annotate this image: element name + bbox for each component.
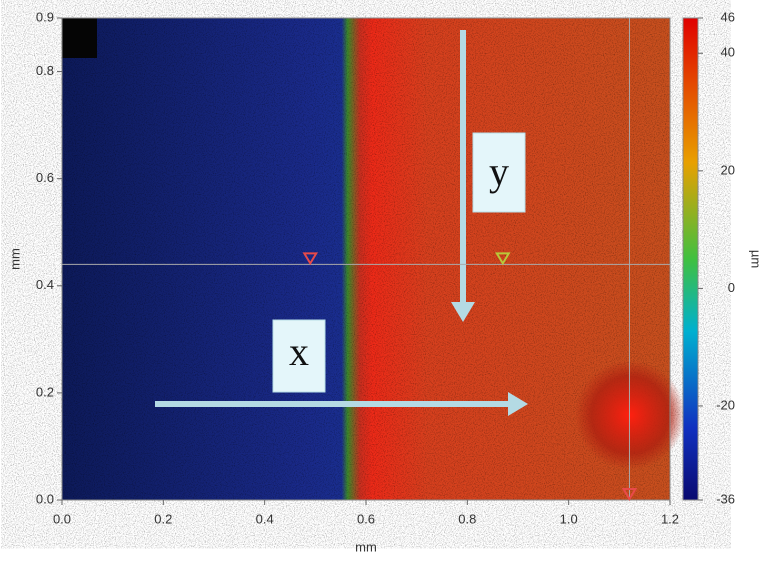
- x-tick-label: 0.8: [458, 511, 476, 526]
- x-tick-label: 1.0: [560, 511, 578, 526]
- colorbar-label: µm: [749, 250, 763, 268]
- x-tick-label: 1.2: [661, 511, 679, 526]
- y-tick-label: 0.4: [36, 277, 54, 292]
- y-tick-label: 0.0: [36, 491, 54, 506]
- x-axis-label: mm: [355, 539, 377, 554]
- colorbar-tick-label: 46: [721, 9, 735, 24]
- colorbar-tick-label: 20: [721, 162, 735, 177]
- chart: mm mm µm x y 0.0 0.2 0.4 0.6 0.8 1.0 1.2 0.0 0.2…: [0, 0, 763, 558]
- colorbar-tick-label: -36: [716, 491, 735, 506]
- colorbar: [683, 18, 698, 500]
- x-tick-label: 0.0: [53, 511, 71, 526]
- colorbar-tick-label: -20: [716, 397, 735, 412]
- x-tick-label: 0.2: [154, 511, 172, 526]
- y-tick-label: 0.8: [36, 63, 54, 78]
- annotation-text: y: [489, 149, 509, 194]
- annotation-text: x: [289, 329, 309, 374]
- x-tick-label: 0.4: [256, 511, 274, 526]
- x-tick-label: 0.6: [357, 511, 375, 526]
- surface-image: [62, 18, 685, 500]
- y-tick-label: 0.9: [36, 9, 54, 24]
- y-axis-label: mm: [7, 248, 22, 270]
- colorbar-tick-label: 40: [721, 45, 735, 60]
- colorbar-tick-label: 0: [728, 280, 735, 295]
- y-tick-label: 0.2: [36, 384, 54, 399]
- y-tick-label: 0.6: [36, 170, 54, 185]
